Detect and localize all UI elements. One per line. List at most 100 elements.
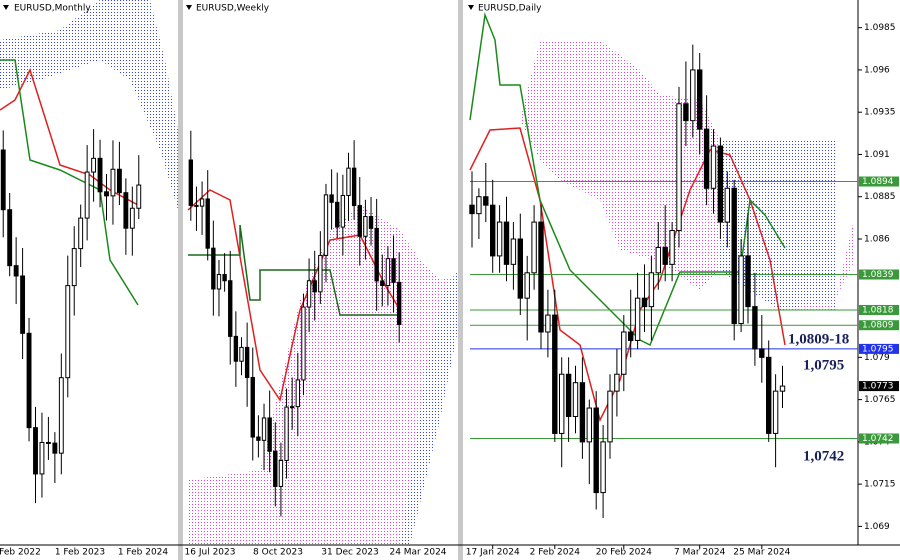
candle-body: [351, 167, 357, 207]
candle-body: [357, 205, 362, 237]
candle-body: [71, 248, 77, 287]
kijun-line: [0, 59, 139, 306]
candle-body: [301, 306, 306, 381]
tenkan-line: [0, 68, 139, 206]
candle-body: [261, 417, 267, 441]
candle-body: [703, 128, 710, 189]
candle-body: [289, 406, 295, 409]
annotation: 1,0795: [803, 357, 844, 373]
candle-body: [676, 103, 682, 232]
candle-body: [136, 184, 142, 209]
candle-body: [205, 198, 210, 249]
x-tick-label: 25 Mar 2024: [733, 548, 790, 558]
candle-body: [39, 441, 45, 475]
candle-body: [469, 204, 475, 215]
candle-body: [335, 201, 340, 228]
y-tick-label: 1.0715: [864, 480, 896, 490]
candle-body: [690, 69, 696, 122]
candle-body: [228, 280, 233, 337]
candle-body: [586, 407, 592, 443]
annotation: 1,0742: [803, 448, 844, 464]
candle-body: [759, 348, 765, 358]
level-box: [859, 320, 899, 331]
ichimoku-cloud: [520, 40, 720, 290]
candle-body: [724, 187, 730, 223]
candle-body: [233, 335, 239, 362]
pane-splitter[interactable]: [458, 0, 463, 560]
candle-body: [391, 258, 396, 283]
x-tick-label: 8 Oct 2023: [253, 548, 303, 558]
candle-body: [239, 346, 244, 362]
candle-body: [110, 168, 116, 197]
candle-body: [396, 281, 402, 325]
candle-body: [559, 373, 565, 434]
candle-body: [13, 265, 19, 277]
x-tick-label: 20 Feb 2024: [596, 548, 652, 558]
candle-body: [116, 168, 122, 194]
y-tick-label: 1.0885: [864, 192, 896, 202]
y-tick-label: 1.086: [864, 234, 890, 244]
pane-title: EURUSD,Daily: [478, 4, 542, 14]
kijun-line: [469, 12, 786, 347]
candle-body: [503, 221, 510, 265]
y-tick-label: 1.069: [864, 522, 890, 532]
candle-body: [531, 221, 537, 274]
candle-body: [58, 377, 64, 454]
candle-body: [600, 441, 606, 494]
candle-body: [517, 238, 523, 299]
pane-splitter[interactable]: [178, 0, 183, 560]
x-tick-label: 17 Jan 2024: [466, 548, 520, 558]
candle-body: [614, 373, 620, 392]
candle-body: [26, 332, 32, 429]
x-tick-label: 2 Feb 2024: [530, 548, 581, 558]
candle-body: [267, 417, 272, 452]
candle-body: [329, 194, 334, 203]
pane-title: EURUSD,Monthly: [14, 4, 91, 14]
candle-body: [662, 246, 668, 265]
tenkan-line: [469, 127, 786, 423]
candle-body: [593, 407, 599, 494]
candle-body: [579, 382, 586, 443]
candle-body: [7, 209, 13, 267]
candle-body: [20, 275, 26, 334]
candle-body: [211, 247, 216, 290]
candle-body: [65, 285, 71, 379]
tenkan-line: [187, 189, 401, 402]
candle-body: [641, 297, 648, 308]
candle-body: [738, 255, 744, 325]
level-label: 1.0818: [862, 306, 894, 316]
candle-body: [510, 238, 517, 265]
level-label: 1.0795: [862, 344, 894, 354]
candle-body: [45, 441, 51, 444]
candle-body: [538, 221, 544, 333]
candle-body: [104, 191, 109, 197]
candle-body: [284, 406, 289, 461]
candle-body: [323, 194, 329, 256]
candle-body: [524, 272, 530, 299]
pane-title: EURUSD,Weekly: [196, 4, 270, 14]
candle-body: [194, 204, 199, 207]
candle-body: [222, 274, 227, 282]
candle-body: [634, 297, 641, 341]
candle-body: [565, 373, 572, 418]
candle-body: [52, 442, 58, 454]
candle-body: [250, 376, 255, 438]
candle-body: [273, 450, 278, 487]
y-tick-label: 1.079: [864, 353, 890, 363]
candle-body: [779, 385, 786, 392]
candle-body: [683, 103, 689, 122]
candle-body: [199, 198, 205, 207]
candle-body: [648, 272, 655, 308]
candle-body: [188, 159, 194, 206]
level-box: [859, 433, 899, 444]
ichimoku-cloud: [400, 270, 458, 545]
candle-body: [483, 196, 489, 206]
ichimoku-cloud: [0, 0, 178, 210]
candle-body: [216, 274, 222, 290]
candle-body: [0, 149, 6, 211]
y-tick-label: 1.091: [864, 150, 890, 160]
candle-body: [607, 390, 613, 443]
candle-body: [752, 306, 758, 350]
last-price-box: [859, 381, 899, 392]
